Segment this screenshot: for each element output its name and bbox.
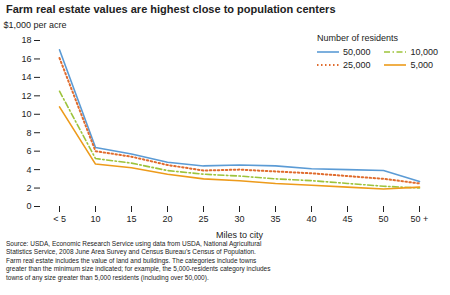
svg-text:< 5: < 5 [53,214,66,224]
html-text:Number of residents: Number of residents [316,33,398,43]
svg-text:6: 6 [26,146,31,156]
html-text:50,000: 50,000 [342,47,371,57]
html-text:Source: USDA, Economic Researc: Source: USDA, Economic Research Service … [6,240,271,281]
svg-text:$1,000 per acre: $1,000 per acre [4,20,67,30]
html-text:5,000: 5,000 [410,60,433,70]
html-text:Farm real estate values are hi: Farm real estate values are highest clos… [6,3,336,15]
svg-text:18: 18 [21,35,31,45]
svg-text:30: 30 [234,214,244,224]
svg-text:50: 50 [378,214,388,224]
html-text:25,000: 25,000 [342,60,371,70]
svg-text:2: 2 [26,183,31,193]
svg-text:4: 4 [26,164,31,174]
svg-text:0: 0 [26,201,31,211]
svg-text:50 +: 50 + [411,214,429,224]
svg-text:14: 14 [21,72,31,82]
svg-text:25: 25 [198,214,208,224]
svg-text:40: 40 [306,214,316,224]
svg-text:15: 15 [126,214,136,224]
svg-text:12: 12 [21,91,31,101]
svg-text:20: 20 [162,214,172,224]
html-text:10,000: 10,000 [410,47,438,57]
svg-text:16: 16 [21,54,31,64]
svg-text:35: 35 [270,214,280,224]
svg-text:45: 45 [342,214,352,224]
svg-text:8: 8 [26,128,31,138]
svg-text:10: 10 [21,109,31,119]
svg-text:Miles to city: Miles to city [216,230,264,240]
svg-text:10: 10 [90,214,100,224]
